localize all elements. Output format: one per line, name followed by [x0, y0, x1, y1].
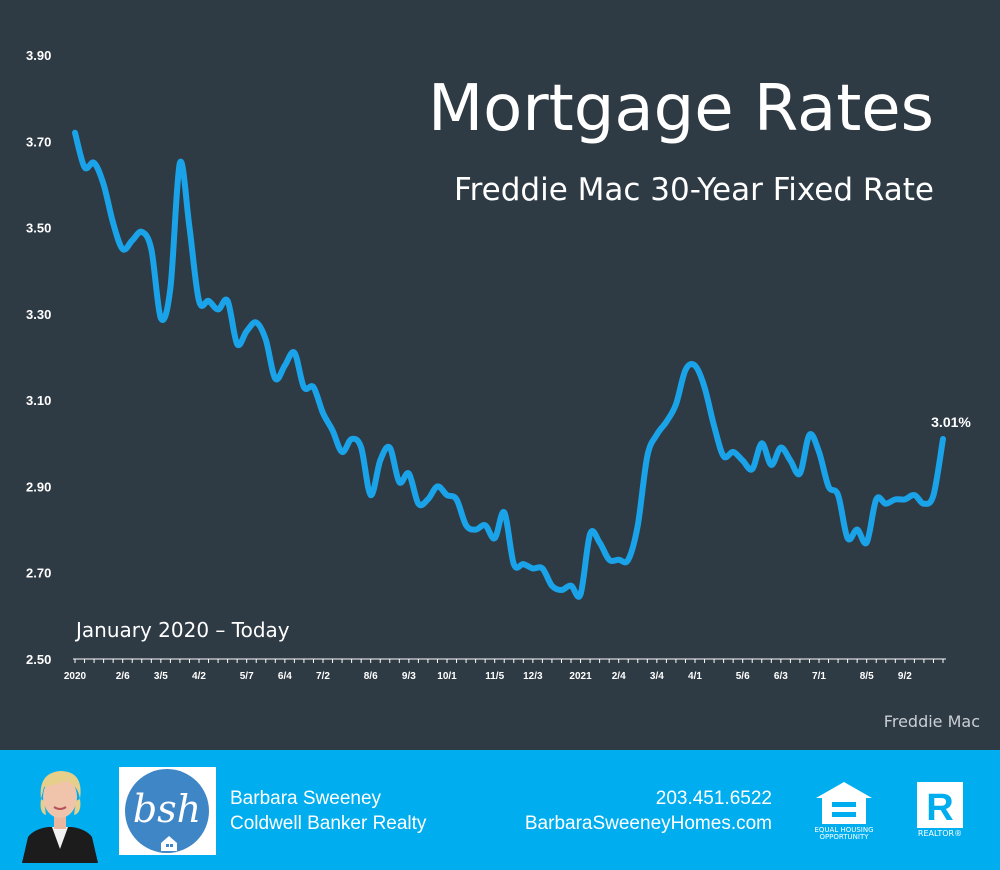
svg-text:R: R [926, 787, 953, 829]
source-label: Freddie Mac [883, 712, 980, 731]
y-tick-label: 3.10 [26, 393, 51, 408]
series-line [72, 129, 946, 600]
y-tick-label: 3.50 [26, 221, 51, 236]
agent-photo [14, 757, 106, 863]
end-value-label: 3.01% [931, 414, 971, 430]
x-tick-label: 10/1 [437, 671, 457, 682]
x-tick-label: 5/7 [240, 671, 254, 682]
x-tick-label: 2021 [569, 671, 592, 682]
x-tick-label: 8/6 [364, 671, 378, 682]
y-tick-label: 2.70 [26, 566, 51, 581]
x-tick-label: 3/5 [154, 671, 168, 682]
x-tick-label: 12/3 [523, 671, 543, 682]
y-axis: 2.50 2.70 2.90 3.10 3.30 3.50 3.70 3.90 [26, 48, 51, 667]
x-tick-label: 11/5 [485, 671, 504, 682]
y-tick-label: 3.90 [26, 48, 51, 63]
agent-footer: bsh Barbara Sweeney Coldwell Banker Real… [0, 750, 1000, 870]
realtor-icon: R REALTOR® [910, 780, 970, 840]
x-tick-label: 2020 [64, 671, 87, 682]
x-tick-label: 7/2 [316, 671, 330, 682]
x-tick-label: 2/6 [116, 671, 130, 682]
x-tick-label: 9/3 [402, 671, 416, 682]
equal-housing-caption: EQUAL HOUSING [814, 826, 874, 834]
x-tick-label: 6/3 [774, 671, 788, 682]
agent-company: Coldwell Banker Realty [230, 813, 427, 834]
chart-title: Mortgage Rates [427, 72, 934, 146]
agent-phone[interactable]: 203.451.6522 [655, 788, 772, 809]
x-tick-label: 4/1 [688, 671, 702, 682]
date-range-label: January 2020 – Today [76, 618, 290, 642]
logo-text: bsh [133, 787, 201, 831]
chart-subtitle: Freddie Mac 30-Year Fixed Rate [454, 172, 934, 208]
agent-name: Barbara Sweeney [230, 788, 382, 809]
realtor-caption: REALTOR® [917, 829, 963, 838]
y-tick-label: 3.70 [26, 134, 51, 149]
y-tick-label: 3.30 [26, 307, 51, 322]
x-tick-label: 5/6 [736, 671, 750, 682]
x-tick-label: 6/4 [278, 671, 292, 682]
x-axis: 2020 2/6 3/5 4/2 5/7 6/4 7/2 8/6 9/3 10/1 11/5 12/3… [64, 658, 946, 682]
line-chart: 2.50 2.70 2.90 3.10 3.30 3.50 3.70 3.90 2020 2/6… [26, 48, 971, 682]
equal-housing-icon: EQUAL HOUSING OPPORTUNITY [812, 780, 876, 841]
x-tick-label: 9/2 [898, 671, 912, 682]
agent-website-link[interactable]: BarbaraSweeneyHomes.com [524, 813, 772, 834]
x-tick-label: 3/4 [650, 671, 664, 682]
y-tick-label: 2.90 [26, 479, 51, 494]
x-tick-label: 7/1 [812, 671, 826, 682]
x-tick-label: 2/4 [612, 671, 626, 682]
chart-area: 2.50 2.70 2.90 3.10 3.30 3.50 3.70 3.90 2020 2/6… [26, 48, 980, 731]
y-tick-label: 2.50 [26, 652, 51, 667]
opportunity-caption: OPPORTUNITY [819, 833, 869, 841]
agent-logo: bsh [119, 767, 216, 855]
x-tick-label: 4/2 [192, 671, 206, 682]
x-tick-label: 8/5 [860, 671, 874, 682]
